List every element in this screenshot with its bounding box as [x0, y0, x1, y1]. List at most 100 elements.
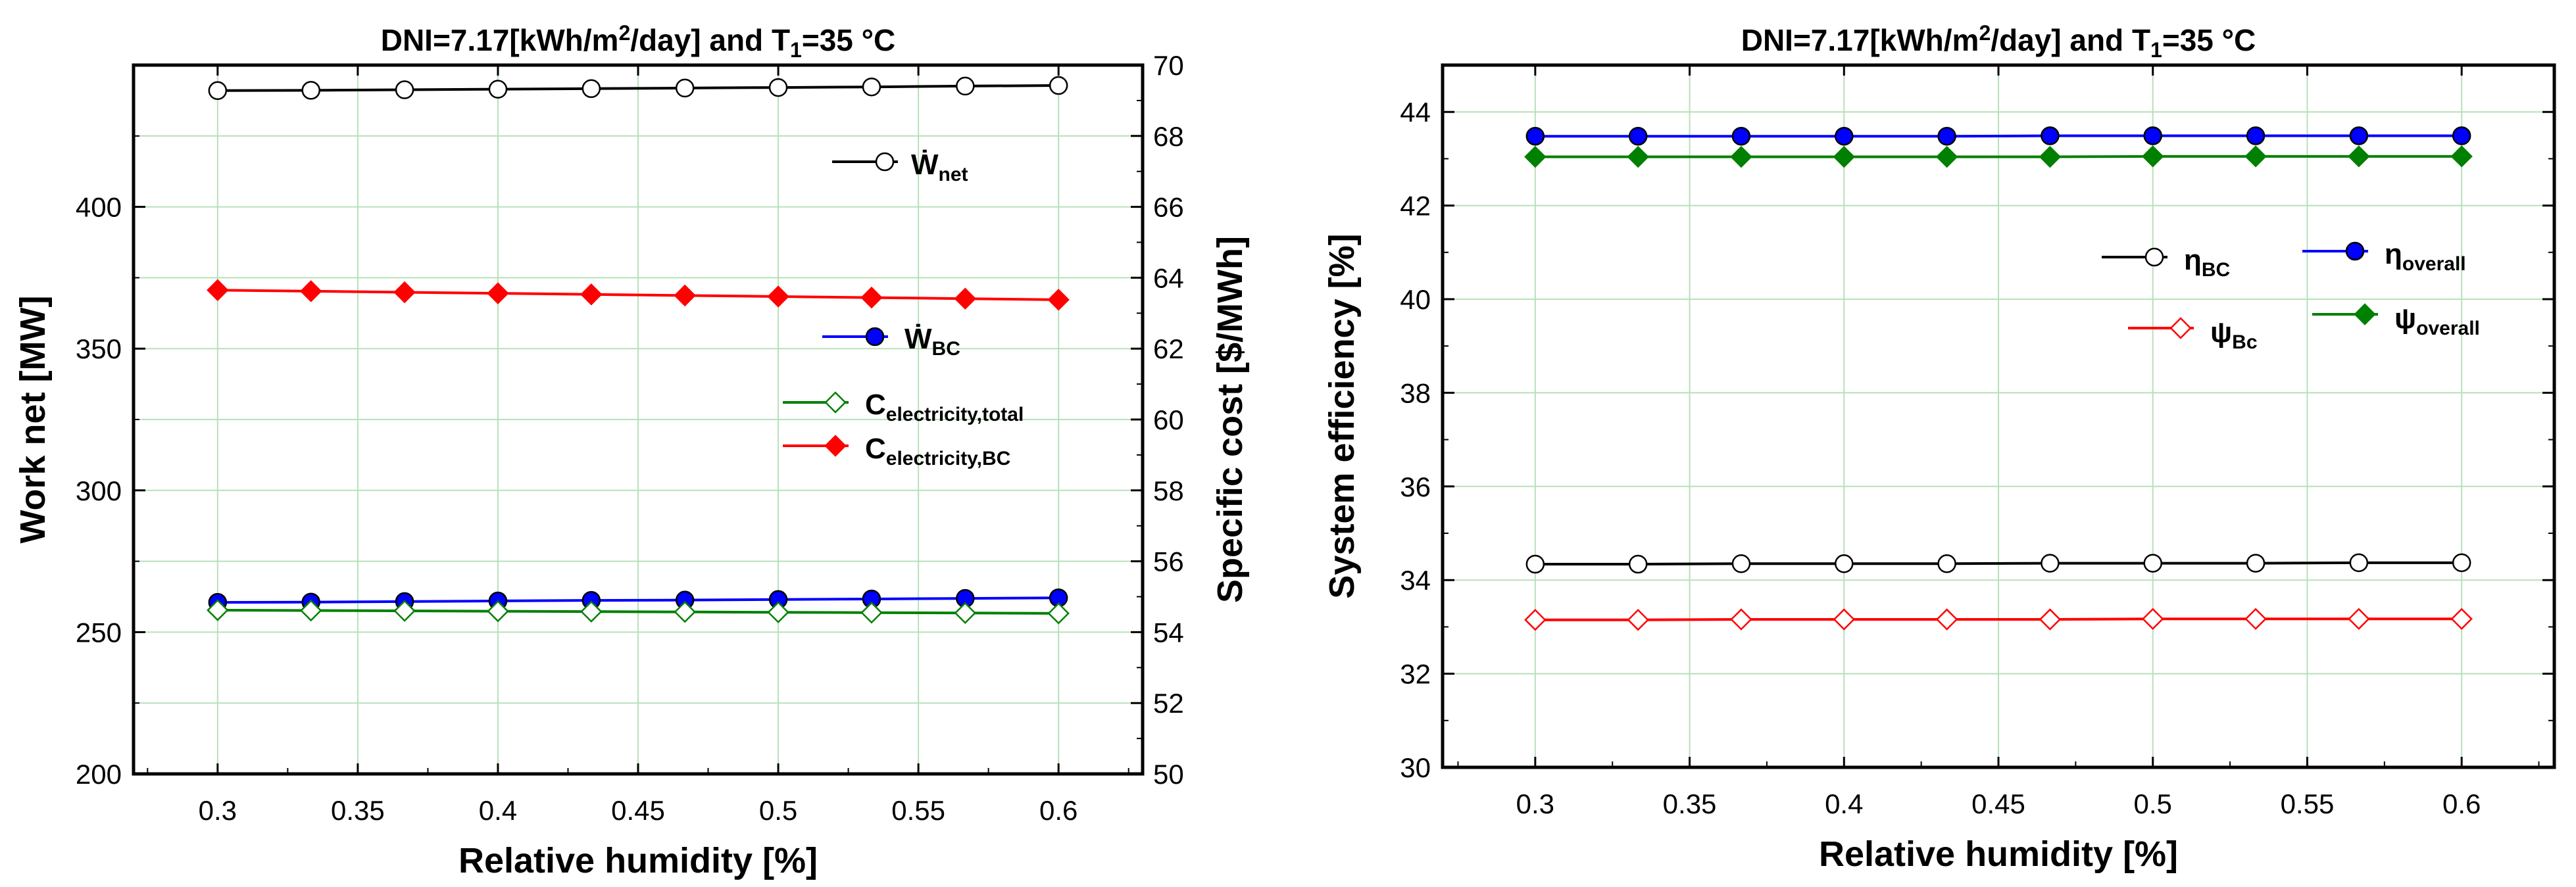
chart-title-pre: DNI=7.17[kWh/m: [1741, 23, 1979, 57]
data-point: [1835, 554, 1854, 573]
legend-label: ηoverall: [2385, 238, 2466, 275]
legend-marker: [865, 327, 885, 347]
data-point: [2246, 126, 2266, 145]
legend-label-sub: electricity,BC: [886, 448, 1011, 469]
data-point: [1835, 126, 1854, 146]
data-point: [1628, 554, 1648, 574]
data-point: [674, 284, 696, 307]
y2-tick-label: 66: [1153, 192, 1184, 223]
grid: [1443, 65, 2554, 768]
data-point: [1937, 126, 1956, 146]
data-point: [767, 601, 789, 623]
data-point: [395, 80, 414, 99]
series-1: [1525, 126, 2471, 146]
y-tick-label: 30: [1400, 752, 1431, 783]
legend-label-main: Ẇ: [904, 323, 932, 355]
legend-label-sub: net: [939, 164, 968, 185]
data-point: [582, 79, 601, 99]
x-tick-label: 0.55: [891, 795, 945, 826]
data-point: [207, 599, 229, 621]
legend-label-sub: BC: [2202, 259, 2230, 281]
y-tick-label: 250: [76, 617, 122, 648]
legend-label-main: ψ: [2210, 316, 2232, 348]
data-point: [393, 281, 416, 304]
legend-label: ψoverall: [2394, 302, 2480, 339]
data-point: [2349, 126, 2369, 145]
data-point: [2142, 608, 2164, 631]
data-point: [2244, 608, 2267, 631]
legend-marker: [875, 152, 895, 172]
data-point: [2348, 608, 2370, 631]
x-tick-label: 0.55: [2281, 788, 2335, 819]
data-point: [674, 600, 696, 623]
series-3: [207, 279, 1070, 311]
data-point: [2452, 126, 2471, 145]
data-point: [2041, 126, 2060, 145]
chart-work-net-and-specific-cost: 0.3 0.35 0.4 0.45 0.5 0.55 0.62002503003504005…: [13, 21, 1250, 880]
chart-system-efficiency: 0.3 0.35 0.4 0.45 0.5 0.55 0.6 30 32 34 36 38 40 42 44…: [1322, 21, 2556, 874]
data-point: [2349, 553, 2369, 573]
series-0: [1525, 553, 2471, 574]
chart-title-mid: /day] and T: [630, 23, 790, 57]
chart-title-sub: 1: [2150, 38, 2162, 62]
chart-title-post: =35 °C: [2162, 23, 2256, 57]
data-point: [300, 599, 322, 622]
x-tick-label: 0.3: [199, 795, 237, 826]
y-tick-label: 300: [76, 475, 122, 506]
series-line: [217, 608, 1059, 615]
data-point: [860, 602, 883, 624]
data-point: [2348, 145, 2370, 168]
data-point: [2142, 145, 2164, 168]
y-tick-label: 400: [76, 192, 122, 223]
data-point: [1627, 609, 1649, 631]
y2-tick-label: 58: [1153, 475, 1184, 506]
y-tick-label: 350: [76, 333, 122, 364]
y2-tick-label: 54: [1153, 617, 1184, 648]
data-point: [1047, 289, 1070, 311]
legend-label-sub: overall: [2402, 253, 2466, 275]
x-axis-title: Relative humidity [%]: [458, 841, 818, 880]
chart-title: DNI=7.17[kWh/m2/day] and T1=35 °C: [381, 21, 896, 62]
data-point: [1833, 608, 1855, 631]
data-point: [208, 81, 228, 101]
y-tick-label: 34: [1400, 565, 1431, 596]
chart-title-sub: 1: [790, 38, 802, 62]
data-point: [300, 280, 322, 302]
data-point: [580, 283, 603, 306]
legend-label-main: Ẇ: [911, 149, 939, 181]
x-tick-label: 0.35: [1663, 788, 1717, 819]
y2-tick-label: 68: [1153, 121, 1184, 152]
y-tick-label: 32: [1400, 659, 1431, 690]
series-2: [207, 599, 1070, 625]
series-line: [1535, 561, 2462, 565]
data-point: [1049, 76, 1068, 95]
y2-tick-label: 62: [1153, 333, 1184, 364]
data-point: [954, 602, 976, 625]
data-point: [1935, 608, 1958, 631]
x-tick-label: 0.45: [611, 795, 665, 826]
legend-entry: ψBc: [2128, 316, 2258, 353]
legend-label: Celectricity,BC: [865, 433, 1010, 469]
legend-marker: [2144, 247, 2164, 267]
y2-tick-label: 50: [1153, 759, 1184, 790]
data-point: [487, 600, 509, 623]
data-point: [1627, 145, 1649, 168]
legend-label-main: η: [2385, 238, 2402, 270]
data-point: [301, 81, 320, 100]
series-line: [1535, 155, 2462, 158]
data-point: [2039, 145, 2062, 168]
y-tick-label: 40: [1400, 284, 1431, 315]
chart-title: DNI=7.17[kWh/m2/day] and T1=35 °C: [1741, 21, 2256, 62]
data-point: [2041, 554, 2060, 573]
legend-label: ηBC: [2184, 244, 2230, 281]
y-tick-label: 200: [76, 759, 122, 790]
y2-axis-title: Specific cost [$/MWh]: [1210, 236, 1250, 603]
chart-title-mid: /day] and T: [1991, 23, 2150, 57]
data-point: [2246, 554, 2266, 573]
x-tick-label: 0.4: [479, 795, 517, 826]
data-point: [487, 282, 509, 304]
legend-label-main: η: [2184, 244, 2202, 276]
data-point: [862, 77, 881, 97]
chart-title-post: =35 °C: [802, 23, 895, 57]
